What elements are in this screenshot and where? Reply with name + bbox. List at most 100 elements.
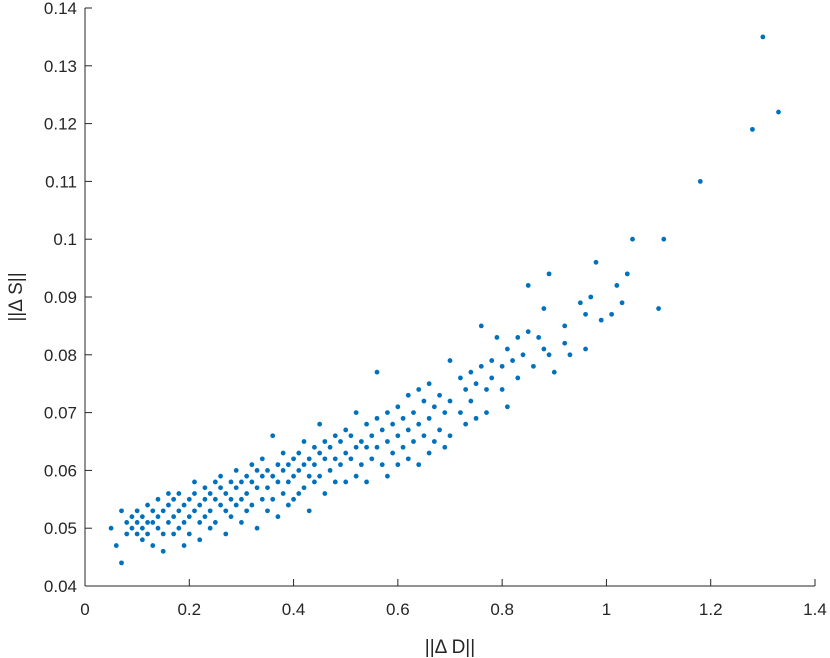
- data-point: [285, 502, 291, 508]
- data-point: [285, 462, 291, 468]
- x-tick-label: 0.2: [177, 600, 201, 619]
- data-point: [442, 444, 448, 450]
- data-point: [348, 456, 354, 462]
- data-point: [463, 421, 469, 427]
- data-point: [322, 439, 328, 444]
- data-point: [431, 404, 437, 410]
- data-point: [239, 479, 244, 485]
- data-point: [494, 335, 500, 340]
- data-point: [489, 375, 495, 381]
- data-point: [562, 340, 568, 346]
- data-point: [431, 439, 437, 444]
- data-point: [150, 543, 156, 548]
- data-point: [364, 421, 369, 427]
- data-point: [343, 479, 349, 485]
- data-point: [291, 473, 296, 479]
- data-point: [285, 479, 291, 485]
- data-point: [139, 525, 145, 531]
- data-point: [536, 335, 542, 340]
- y-tick-label: 0.09: [44, 288, 77, 307]
- data-point: [390, 421, 396, 427]
- data-point: [478, 323, 484, 329]
- data-point: [463, 387, 469, 392]
- data-point: [468, 398, 474, 404]
- data-point: [619, 300, 625, 306]
- data-point: [484, 387, 489, 392]
- data-point: [166, 520, 171, 525]
- data-point: [145, 502, 150, 508]
- data-point: [577, 300, 583, 306]
- data-point: [504, 404, 510, 410]
- data-point: [228, 514, 234, 520]
- data-point: [301, 439, 307, 444]
- data-point: [228, 479, 234, 485]
- data-point: [338, 439, 343, 444]
- data-point: [609, 311, 615, 317]
- data-point: [442, 410, 448, 415]
- y-tick-label: 0.1: [53, 230, 77, 249]
- data-point: [447, 398, 453, 404]
- data-point: [150, 520, 156, 525]
- data-point: [489, 358, 495, 363]
- data-point: [395, 404, 401, 410]
- data-point: [515, 335, 521, 340]
- data-point: [301, 485, 307, 491]
- data-point: [223, 508, 229, 514]
- y-tick-label: 0.13: [44, 57, 77, 76]
- data-point: [322, 456, 328, 462]
- data-point: [171, 496, 177, 502]
- data-point: [239, 496, 244, 502]
- y-axis-ticks: 0.04 0.05 0.06 0.07 0.08 0.09 0.1 0.11 0.12 0.13 0…: [44, 0, 92, 596]
- data-point: [546, 271, 552, 277]
- data-point: [212, 479, 218, 485]
- data-point: [395, 433, 401, 439]
- data-point: [499, 387, 505, 392]
- data-point: [317, 421, 323, 427]
- data-point: [233, 468, 239, 473]
- data-point: [249, 502, 255, 508]
- data-point: [280, 468, 286, 473]
- data-point: [327, 444, 333, 450]
- data-point: [223, 491, 229, 496]
- data-point: [510, 358, 515, 363]
- data-point: [306, 456, 312, 462]
- data-point: [113, 543, 119, 548]
- x-tick-label: 0.6: [386, 600, 410, 619]
- data-point: [405, 392, 411, 398]
- x-tick-label: 0: [80, 600, 89, 619]
- data-point: [776, 109, 781, 115]
- data-point: [447, 358, 453, 363]
- data-point: [197, 520, 203, 525]
- data-point: [484, 410, 489, 415]
- data-point: [385, 410, 390, 415]
- data-point: [614, 283, 620, 288]
- data-point: [353, 410, 359, 415]
- data-point: [275, 514, 281, 520]
- data-point: [515, 375, 521, 381]
- data-point: [155, 514, 161, 520]
- data-point: [212, 496, 218, 502]
- data-point: [312, 462, 317, 468]
- data-point: [364, 479, 369, 485]
- data-point: [416, 387, 422, 392]
- data-point: [478, 363, 484, 369]
- data-point: [364, 444, 369, 450]
- data-point: [630, 236, 635, 242]
- data-point: [275, 462, 281, 468]
- data-point: [426, 450, 432, 456]
- data-point: [426, 381, 432, 387]
- data-point: [176, 508, 182, 514]
- data-point: [374, 415, 380, 421]
- data-point: [270, 433, 276, 439]
- data-point: [171, 531, 177, 537]
- data-point: [186, 496, 192, 502]
- data-point: [280, 450, 286, 456]
- data-point: [244, 473, 250, 479]
- data-point: [421, 433, 427, 439]
- data-point: [353, 444, 359, 450]
- data-point: [750, 126, 755, 132]
- y-axis-label: ||Δ S||: [6, 272, 27, 321]
- data-point: [583, 346, 588, 352]
- data-point: [661, 236, 667, 242]
